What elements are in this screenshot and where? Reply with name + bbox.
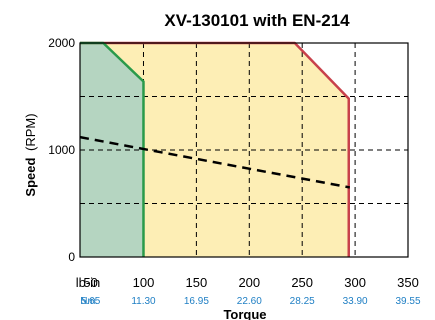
x-axis-label: Torque — [223, 307, 266, 320]
x-tick-label: 300 — [344, 275, 366, 290]
y-axis-label-unit: (RPM) — [23, 113, 38, 151]
x-tick-label-nm: 28.25 — [290, 296, 315, 307]
x-unit-secondary: Nm — [80, 296, 96, 307]
x-tick-label: 100 — [133, 275, 155, 290]
x-tick-label-nm: 5.65 — [81, 296, 101, 307]
x-unit-primary: lb-in — [76, 275, 101, 290]
y-tick-label: 2000 — [48, 36, 75, 50]
y-tick-labels: 0 1000 2000 — [48, 36, 75, 264]
x-tick-label-nm: 11.30 — [131, 296, 156, 307]
x-tick-labels: 50 5.65 100 11.30 150 16.95 200 22.60 250 28.25 30… — [81, 275, 421, 307]
x-tick-label-nm: 39.55 — [395, 296, 420, 307]
x-tick-label: 250 — [291, 275, 313, 290]
x-tick-label: 350 — [397, 275, 419, 290]
x-tick-label: 150 — [186, 275, 208, 290]
y-tick-label: 0 — [68, 250, 75, 264]
x-tick-label-nm: 22.60 — [237, 296, 262, 307]
x-tick-label-nm: 16.95 — [184, 296, 209, 307]
plot-area — [79, 41, 409, 258]
curve-load-line — [79, 135, 351, 189]
y-axis-label: Speed (RPM) — [23, 113, 38, 196]
x-tick-label: 200 — [238, 275, 260, 290]
x-tick-label-nm: 33.90 — [343, 296, 368, 307]
y-axis-label-bold: Speed — [23, 158, 38, 197]
chart-title: XV-130101 with EN-214 — [164, 11, 350, 30]
y-tick-label: 1000 — [48, 143, 75, 157]
x-tick-label: 50 — [83, 275, 97, 290]
plot-frame — [79, 42, 409, 258]
